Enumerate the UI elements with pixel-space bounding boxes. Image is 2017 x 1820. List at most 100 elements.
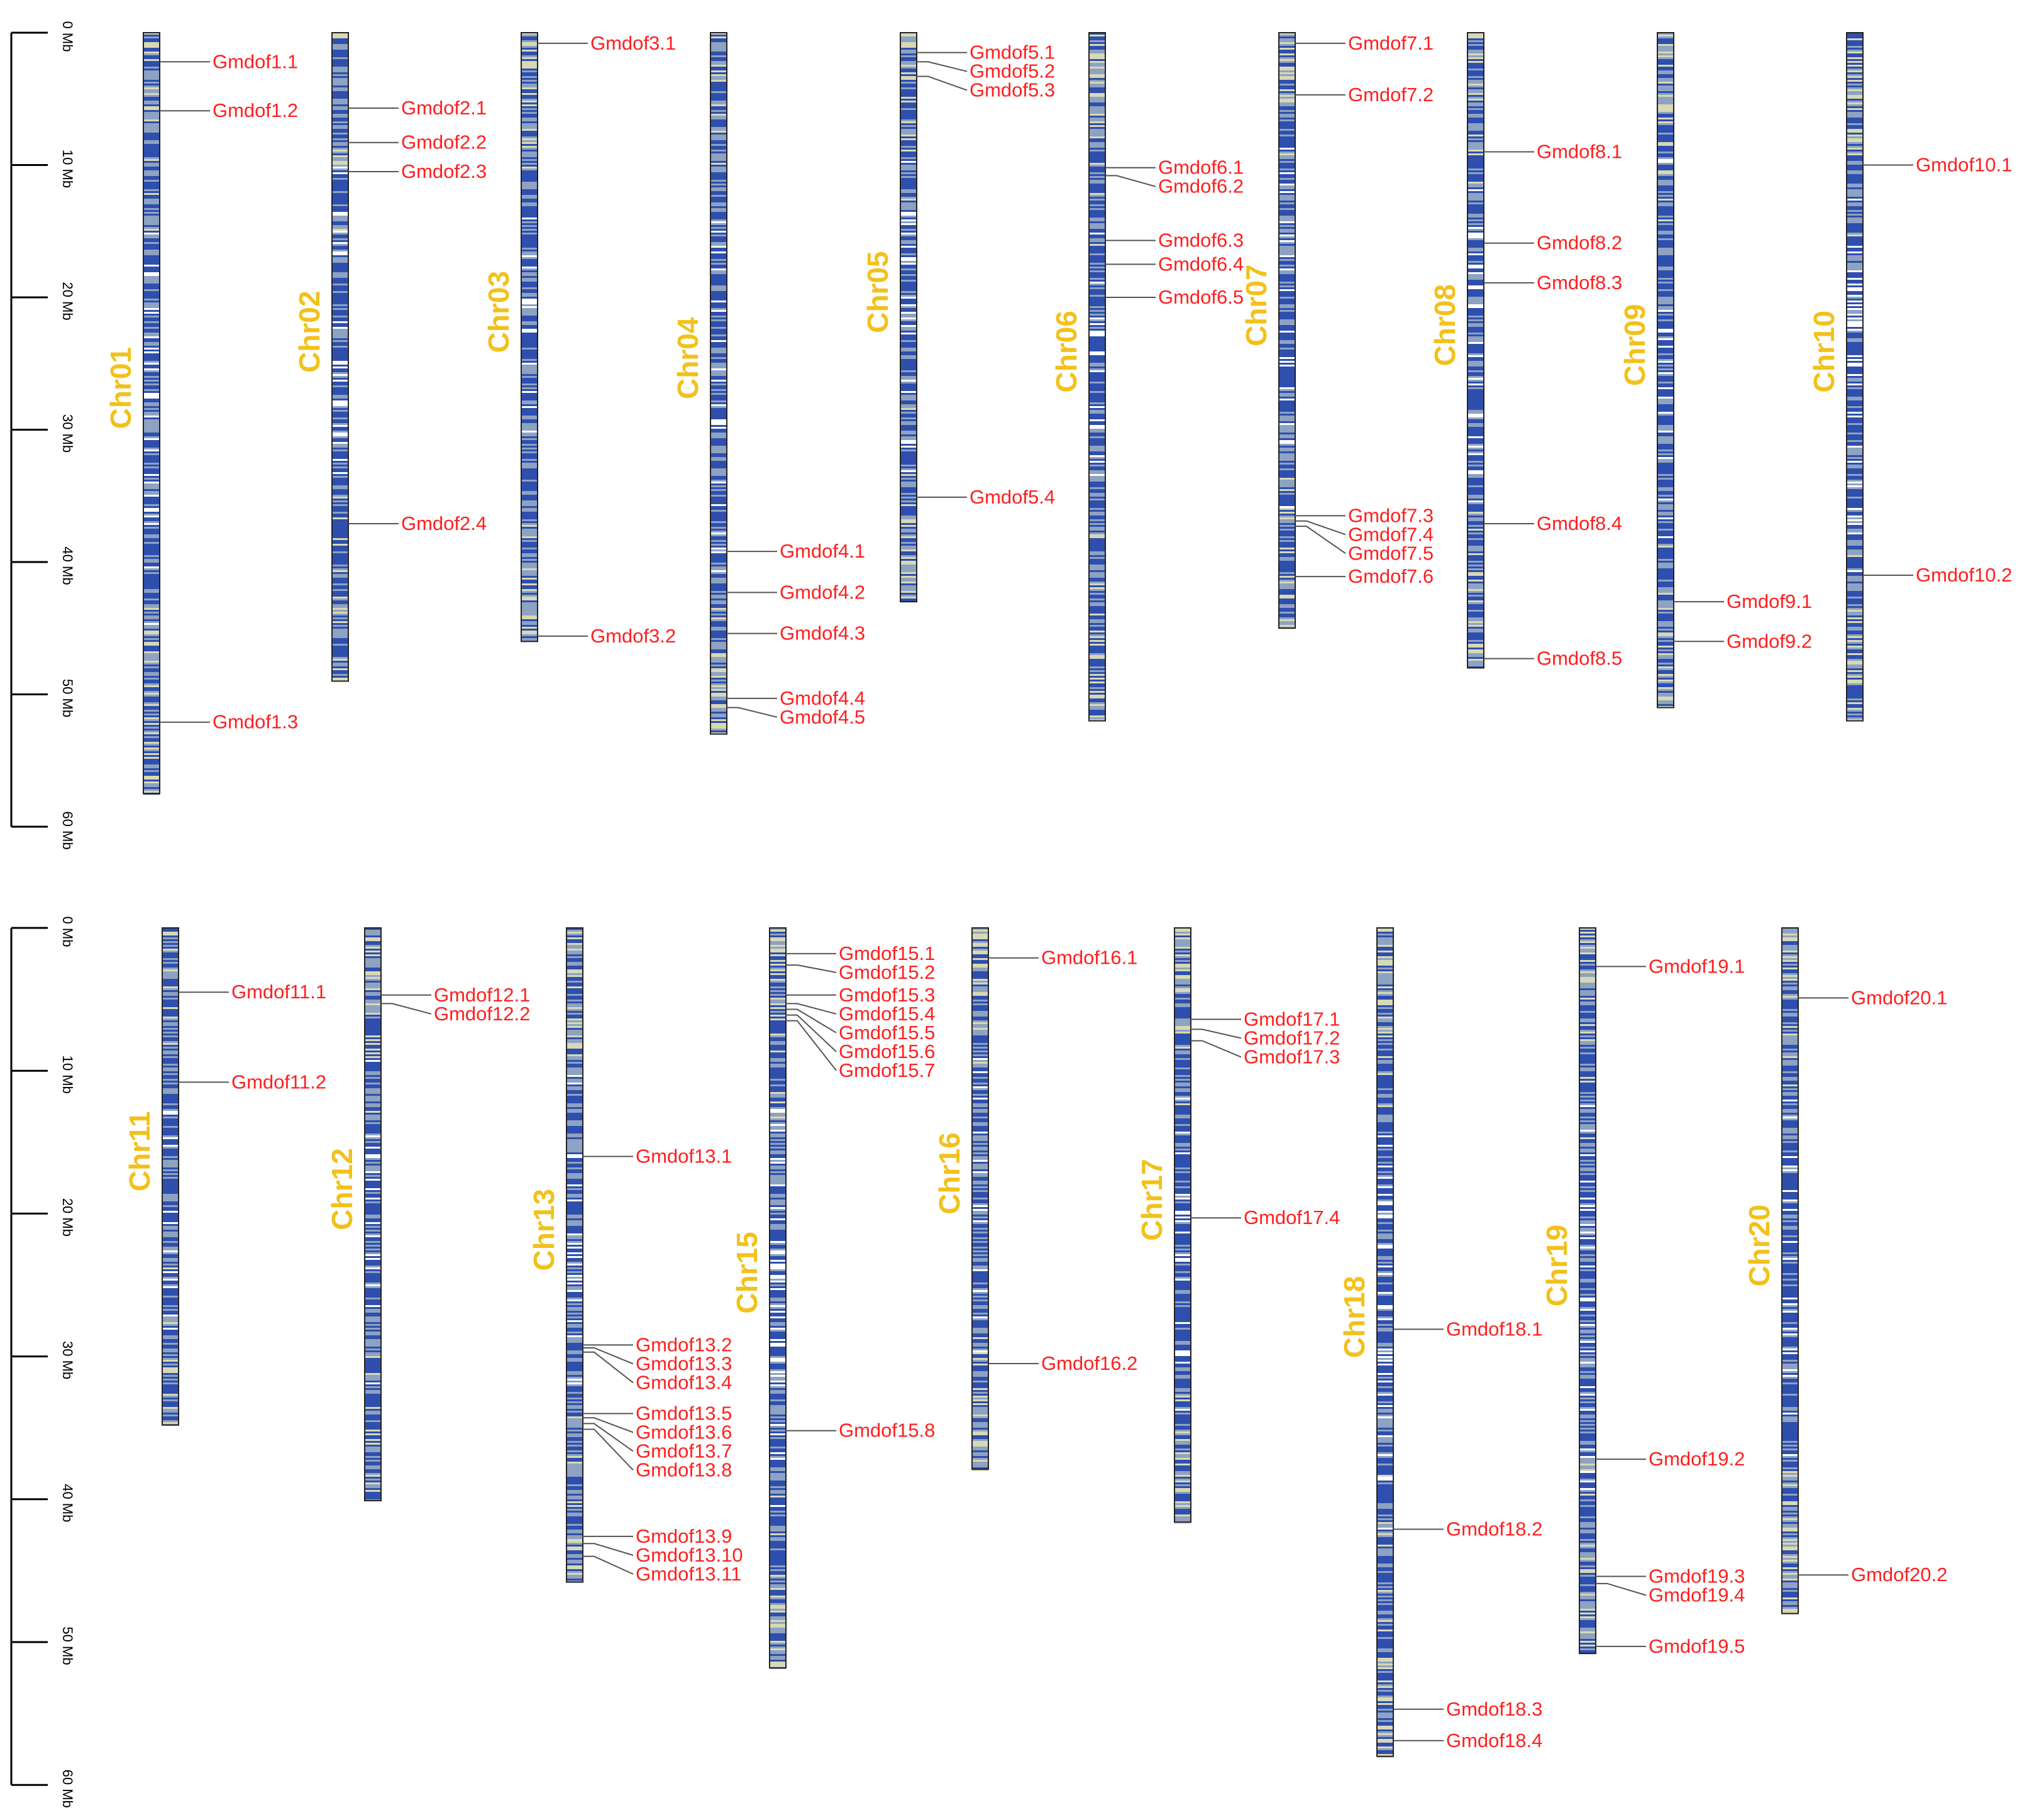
- density-stripe: [566, 1200, 583, 1201]
- density-stripe: [770, 1032, 786, 1034]
- density-stripe: [900, 178, 917, 180]
- density-stripe: [143, 76, 160, 78]
- density-stripe: [521, 344, 538, 346]
- density-stripe: [1847, 38, 1863, 40]
- scale-tick-label: 10 Mb: [60, 1056, 75, 1094]
- density-stripe: [770, 1362, 786, 1364]
- density-stripe: [521, 89, 538, 91]
- density-stripe: [332, 448, 348, 449]
- density-stripe: [710, 165, 727, 167]
- density-stripe: [1089, 710, 1105, 712]
- density-stripe: [162, 1094, 179, 1096]
- density-stripe: [1089, 565, 1105, 566]
- density-stripe: [1279, 536, 1295, 538]
- density-stripe: [332, 525, 348, 527]
- density-stripe: [1657, 350, 1674, 351]
- density-stripe: [770, 1122, 786, 1124]
- density-stripe: [1847, 123, 1863, 125]
- density-stripe: [770, 1228, 786, 1230]
- density-stripe: [1657, 385, 1674, 387]
- density-stripe: [770, 1218, 786, 1220]
- density-stripe: [521, 227, 538, 229]
- density-stripe: [1467, 274, 1484, 276]
- density-stripe: [566, 1405, 583, 1407]
- density-stripe: [162, 1135, 179, 1137]
- density-stripe: [566, 1479, 583, 1481]
- density-stripe: [1657, 278, 1674, 280]
- density-stripe: [521, 289, 538, 291]
- density-stripe: [143, 317, 160, 319]
- density-stripe: [1657, 338, 1674, 340]
- density-stripe: [1467, 395, 1484, 397]
- density-stripe: [1657, 53, 1674, 55]
- density-stripe: [365, 1254, 381, 1256]
- density-stripe: [1847, 261, 1863, 263]
- density-stripe: [1657, 595, 1674, 597]
- density-stripe: [710, 121, 727, 123]
- density-stripe: [143, 636, 160, 638]
- density-stripe: [1089, 717, 1105, 719]
- density-stripe: [365, 992, 381, 994]
- density-stripe: [710, 395, 727, 397]
- density-stripe: [1467, 400, 1484, 402]
- density-stripe: [143, 661, 160, 663]
- density-stripe: [900, 342, 917, 344]
- density-stripe: [710, 280, 727, 282]
- density-stripe: [162, 1113, 179, 1115]
- density-stripe: [1657, 704, 1674, 706]
- density-stripe: [900, 140, 917, 142]
- density-stripe: [1467, 521, 1484, 523]
- density-stripe: [521, 614, 538, 615]
- density-stripe: [770, 1315, 786, 1316]
- density-stripe: [1657, 219, 1674, 221]
- density-stripe: [900, 91, 917, 93]
- density-stripe: [770, 1179, 786, 1181]
- density-stripe: [1279, 361, 1295, 363]
- density-stripe: [1279, 589, 1295, 591]
- density-stripe: [162, 1100, 179, 1101]
- density-stripe: [365, 937, 381, 939]
- density-stripe: [143, 768, 160, 770]
- density-stripe: [521, 55, 538, 57]
- density-stripe: [521, 174, 538, 176]
- density-stripe: [1089, 306, 1105, 308]
- density-stripe: [332, 482, 348, 483]
- density-stripe: [710, 304, 727, 306]
- density-stripe: [332, 201, 348, 202]
- density-stripe: [143, 389, 160, 391]
- density-stripe: [710, 593, 727, 595]
- density-stripe: [1847, 685, 1863, 687]
- density-stripe: [900, 340, 917, 342]
- density-stripe: [1089, 84, 1105, 85]
- density-stripe: [1279, 382, 1295, 383]
- density-stripe: [1657, 138, 1674, 140]
- density-stripe: [143, 327, 160, 329]
- density-stripe: [162, 1311, 179, 1313]
- density-stripe: [566, 1162, 583, 1164]
- density-stripe: [566, 1354, 583, 1356]
- density-stripes: [710, 33, 727, 734]
- density-stripe: [332, 399, 348, 400]
- density-stripe: [1847, 306, 1863, 308]
- density-stripe: [1089, 504, 1105, 506]
- density-stripe: [1467, 316, 1484, 317]
- density-stripe: [1847, 233, 1863, 234]
- density-stripe: [710, 263, 727, 265]
- density-stripe: [1847, 399, 1863, 400]
- density-stripe: [710, 131, 727, 133]
- chromosome-chr13: Chr13Gmdof13.1Gmdof13.2Gmdof13.3Gmdof13.…: [528, 927, 743, 1585]
- density-stripe: [521, 323, 538, 325]
- density-stripe: [143, 457, 160, 459]
- density-stripe: [900, 238, 917, 240]
- density-stripe: [332, 55, 348, 57]
- density-stripe: [900, 502, 917, 504]
- density-stripe: [143, 172, 160, 174]
- density-stripe: [365, 1152, 381, 1154]
- density-stripe: [1279, 57, 1295, 59]
- density-stripe: [770, 1539, 786, 1541]
- density-stripe: [1847, 483, 1863, 485]
- gene-marker: Gmdof1.3: [160, 711, 298, 733]
- density-stripe: [365, 1064, 381, 1066]
- density-stripe: [1089, 408, 1105, 410]
- density-stripe: [143, 483, 160, 485]
